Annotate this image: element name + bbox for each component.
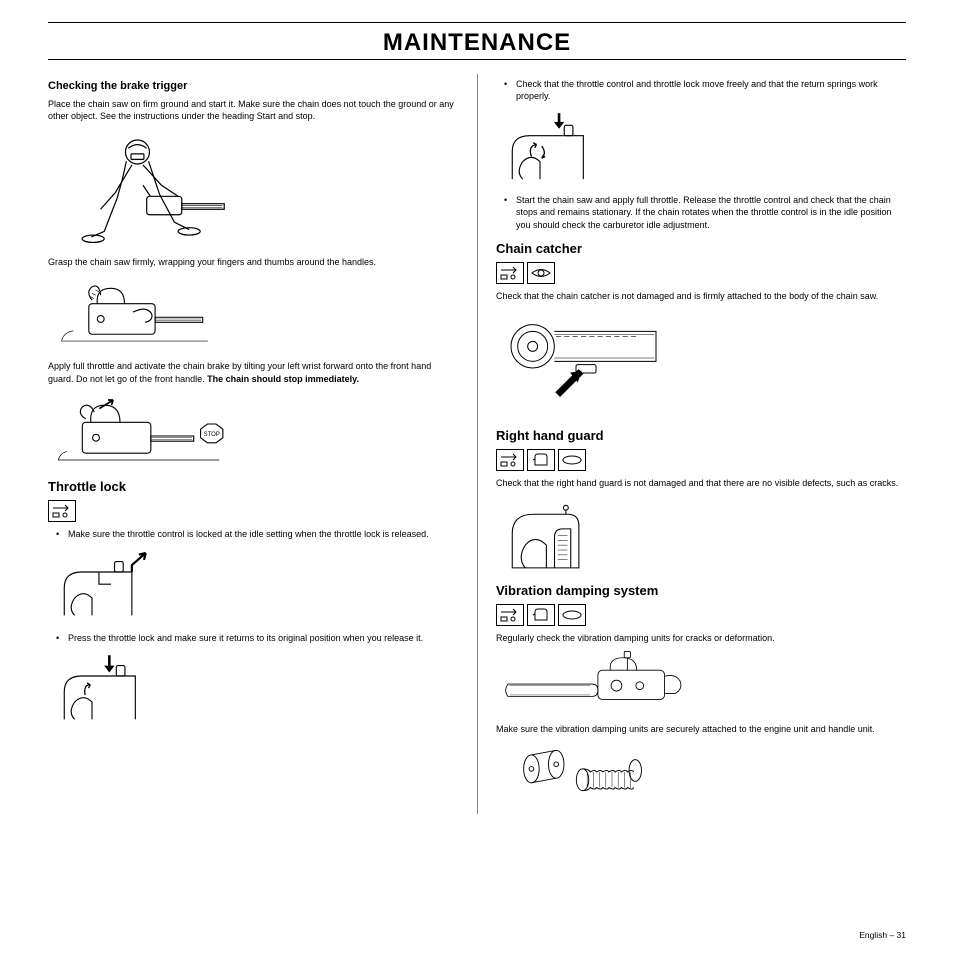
para: Regularly check the vibration damping un… xyxy=(496,632,906,644)
figure-damping-units xyxy=(496,741,906,806)
figure-grip-handles xyxy=(48,274,459,352)
para-bold: The chain should stop immediately. xyxy=(207,374,359,384)
switch-arrow-icon xyxy=(496,449,524,471)
page-footer: English – 31 xyxy=(859,930,906,940)
right-column: Check that the throttle control and thro… xyxy=(477,74,906,814)
figure-chain-catcher xyxy=(496,308,906,418)
para: Make sure the vibration damping units ar… xyxy=(496,723,906,735)
glove-icon xyxy=(527,604,555,626)
heading-vibration-damping: Vibration damping system xyxy=(496,583,906,598)
tool-icon xyxy=(558,604,586,626)
figure-throttle-released xyxy=(48,546,459,624)
eye-icon xyxy=(527,262,555,284)
switch-arrow-icon xyxy=(496,262,524,284)
para: Place the chain saw on firm ground and s… xyxy=(48,98,459,122)
icon-row xyxy=(496,262,906,284)
left-column: Checking the brake trigger Place the cha… xyxy=(48,74,477,814)
heading-brake-trigger: Checking the brake trigger xyxy=(48,80,459,92)
heading-chain-catcher: Chain catcher xyxy=(496,241,906,256)
switch-arrow-icon xyxy=(48,500,76,522)
heading-throttle-lock: Throttle lock xyxy=(48,479,459,494)
figure-hand-guard xyxy=(496,495,906,573)
title-rule xyxy=(48,22,906,23)
manual-page: MAINTENANCE Checking the brake trigger P… xyxy=(0,0,954,954)
footer-language: English xyxy=(859,930,887,940)
para: Apply full throttle and activate the cha… xyxy=(48,360,459,384)
figure-kneeling-operator xyxy=(48,128,459,248)
page-title: MAINTENANCE xyxy=(48,25,906,60)
icon-row xyxy=(48,500,459,522)
para: Check that the right hand guard is not d… xyxy=(496,477,906,489)
glove-icon xyxy=(527,449,555,471)
bullet: Check that the throttle control and thro… xyxy=(496,78,906,102)
para: Check that the chain catcher is not dama… xyxy=(496,290,906,302)
column-container: Checking the brake trigger Place the cha… xyxy=(48,74,906,814)
para: Grasp the chain saw firmly, wrapping you… xyxy=(48,256,459,268)
heading-right-hand-guard: Right hand guard xyxy=(496,428,906,443)
bullet: Make sure the throttle control is locked… xyxy=(48,528,459,540)
figure-throttle-press xyxy=(48,650,459,728)
bullet: Start the chain saw and apply full throt… xyxy=(496,194,906,230)
figure-throttle-free xyxy=(496,108,906,186)
svg-text:STOP: STOP xyxy=(204,432,220,438)
footer-sep: – xyxy=(887,930,896,940)
icon-row xyxy=(496,604,906,626)
bullet: Press the throttle lock and make sure it… xyxy=(48,632,459,644)
tool-icon xyxy=(558,449,586,471)
figure-chainsaw-side xyxy=(496,650,906,715)
switch-arrow-icon xyxy=(496,604,524,626)
footer-page-number: 31 xyxy=(897,930,906,940)
figure-brake-stop: STOP xyxy=(48,391,459,469)
icon-row xyxy=(496,449,906,471)
